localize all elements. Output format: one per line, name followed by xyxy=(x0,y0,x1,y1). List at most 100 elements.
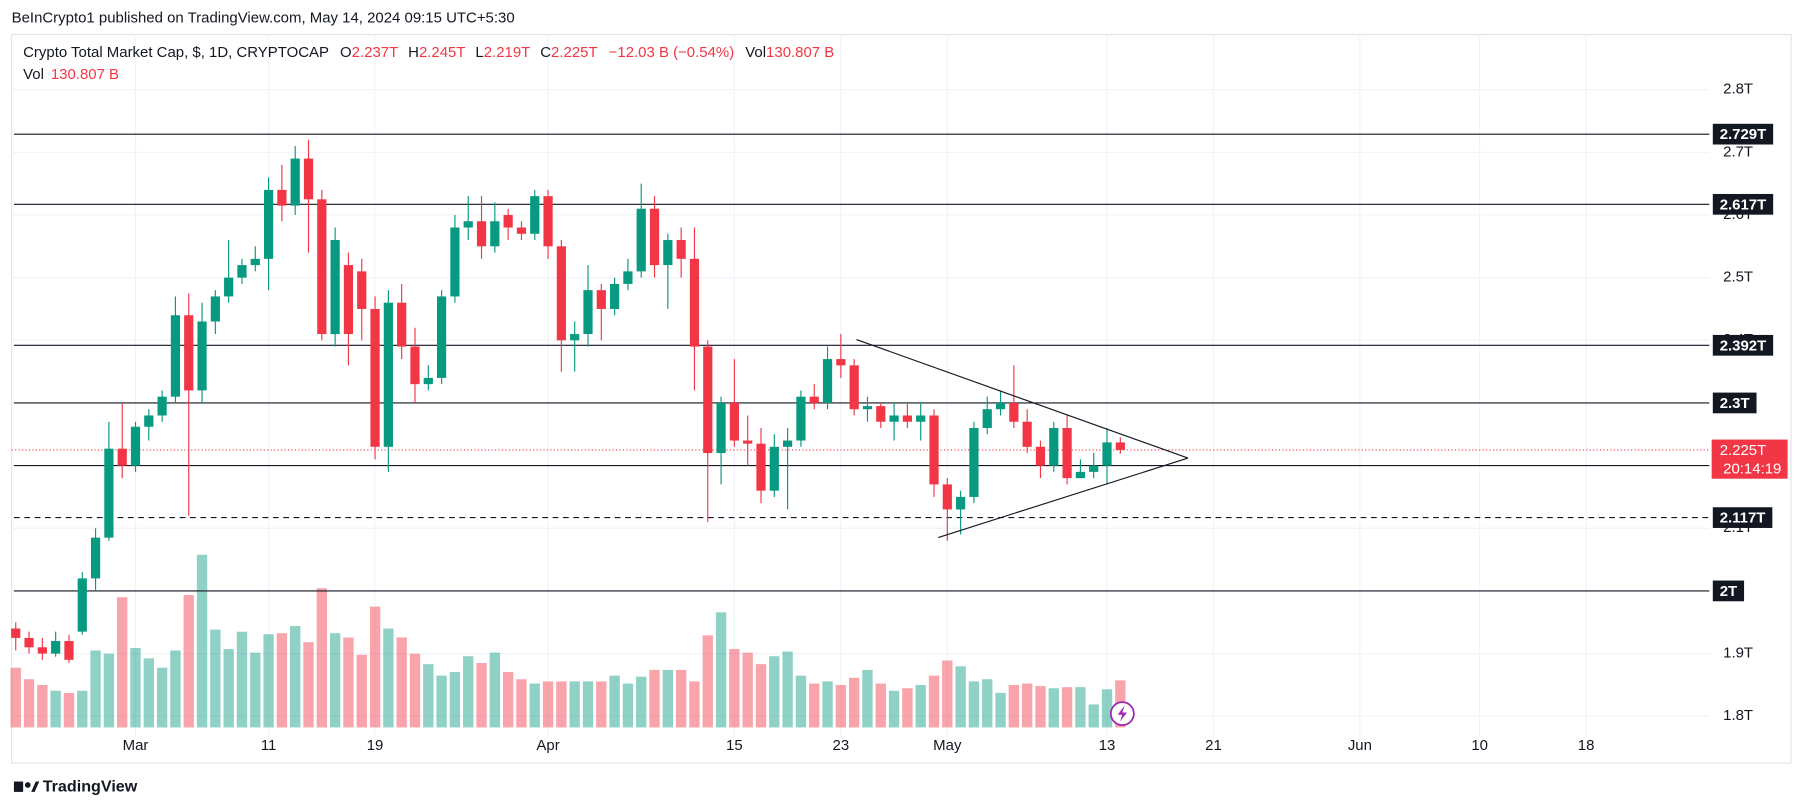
legend-value: 130.807 B xyxy=(766,44,834,61)
candle-body xyxy=(623,271,633,284)
legend-key: C xyxy=(540,44,551,61)
volume-bar xyxy=(143,658,154,728)
volume-bar xyxy=(276,633,288,728)
alert-bolt[interactable] xyxy=(1117,705,1127,722)
candle-body xyxy=(862,406,873,410)
volume-bar xyxy=(396,637,407,728)
candle-body xyxy=(237,265,247,278)
countdown: 20:14:19 xyxy=(1723,460,1781,477)
volume-bar xyxy=(582,681,594,728)
volume-bar xyxy=(236,631,248,728)
candle-body xyxy=(24,637,34,648)
logo-part xyxy=(24,782,31,788)
volume-bar xyxy=(702,635,713,728)
candle-body xyxy=(876,406,886,422)
candle-body xyxy=(756,443,766,491)
triangle-upper xyxy=(856,339,1189,459)
candle-body xyxy=(849,365,859,410)
legend-key: H xyxy=(408,44,419,61)
volume-bar xyxy=(729,649,740,728)
candle-body xyxy=(450,227,460,297)
candle-body xyxy=(130,426,141,466)
volume-bar xyxy=(636,676,647,728)
volume-bar xyxy=(982,679,993,728)
level-label: 2.117T xyxy=(1720,510,1766,527)
candle-body xyxy=(636,208,646,272)
volume-bar xyxy=(1075,687,1086,728)
candle-body xyxy=(836,359,846,366)
volume-bar xyxy=(848,677,860,728)
triangle-lower xyxy=(938,457,1189,539)
volume-bar xyxy=(63,692,75,728)
candle-body xyxy=(969,428,979,497)
candle-body xyxy=(343,265,354,335)
levels xyxy=(11,133,1710,592)
header: BeInCrypto1 published on TradingView.com… xyxy=(12,9,515,26)
candle-body xyxy=(90,537,101,579)
candle-body xyxy=(543,196,553,247)
last-price-box xyxy=(1711,439,1788,479)
candle-body xyxy=(783,440,793,447)
legend-key: Vol xyxy=(745,44,766,61)
volume-bar xyxy=(875,683,886,728)
volume-bar xyxy=(50,690,61,728)
footer: TradingView xyxy=(43,778,138,796)
candle-body xyxy=(1009,402,1019,422)
volume-bar xyxy=(995,692,1006,728)
volume-bar xyxy=(449,672,461,728)
alert-icon[interactable] xyxy=(1109,701,1135,726)
level-label: 2.3T xyxy=(1720,395,1750,412)
y-tick-label: 1.9T xyxy=(1723,645,1753,662)
candle-body xyxy=(1102,442,1112,466)
candle-body xyxy=(277,189,287,206)
volume-bar xyxy=(782,651,793,728)
volume-bar xyxy=(369,606,381,728)
candle-body xyxy=(1049,428,1059,466)
volume-bar xyxy=(1035,686,1046,728)
level-label-box xyxy=(1712,123,1774,145)
volume-bar xyxy=(755,664,767,728)
volume-bar xyxy=(1101,689,1113,728)
volume-bar xyxy=(1021,683,1033,728)
candle-body xyxy=(982,409,992,429)
candle-body xyxy=(729,402,739,441)
volume-bar xyxy=(888,690,900,728)
candle-body xyxy=(676,240,686,259)
volume-bar xyxy=(37,684,48,728)
axes: 1.8T1.9T2T2.1T2.2T2.3T2.4T2.5T2.6T2.7T2.… xyxy=(123,81,1788,754)
candle-body xyxy=(822,359,833,403)
candle-body xyxy=(250,258,260,266)
volume-bar xyxy=(556,681,567,728)
volume-bar xyxy=(822,681,833,728)
level-label-box xyxy=(1712,334,1774,356)
volume-bar xyxy=(862,669,873,728)
candle-body xyxy=(77,578,87,632)
candle-body xyxy=(530,196,540,234)
candle-body xyxy=(583,290,593,335)
candle-body xyxy=(370,308,380,447)
candle-body xyxy=(423,377,433,385)
volume-bar xyxy=(210,629,221,728)
candle-body xyxy=(170,315,181,397)
volume-bar xyxy=(10,667,21,728)
candle-body xyxy=(1089,465,1099,472)
candle-body xyxy=(902,415,912,422)
candle-body xyxy=(809,396,819,403)
x-tick-label: May xyxy=(933,737,962,754)
level-label: 2.729T xyxy=(1720,126,1767,143)
volume-bar xyxy=(715,612,727,728)
volume-bar xyxy=(809,683,820,728)
x-tick-label: Jun xyxy=(1348,737,1372,754)
legend-value: 130.807 B xyxy=(51,66,119,83)
legend-value: 2.245T xyxy=(419,44,466,61)
legend-key: L xyxy=(475,44,483,61)
candle-body xyxy=(197,321,207,391)
volume-bar xyxy=(569,681,580,728)
y-tick-label: 2.8T xyxy=(1723,81,1753,98)
volume-bar xyxy=(489,652,501,728)
volume-bar xyxy=(409,653,421,728)
candle-body xyxy=(490,221,500,247)
candle-body xyxy=(743,440,753,444)
